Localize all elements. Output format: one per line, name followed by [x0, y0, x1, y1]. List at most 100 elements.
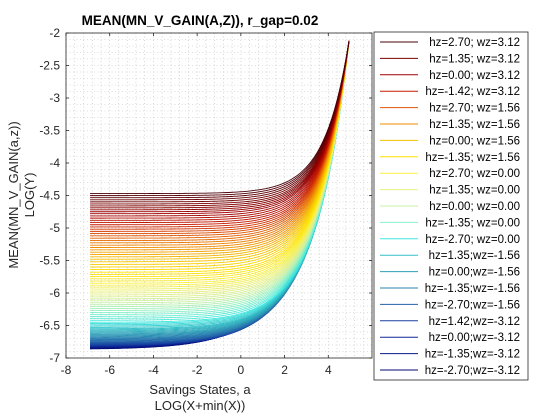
x-tick-label: -4 — [148, 363, 159, 377]
ticks: -8 -6 -4 -2 0 2 4 -7 -6.5 -6 -5.5 -5 -4.5 -4 -3.5 -3 -2.… — [39, 26, 372, 377]
series-fill-line — [90, 40, 350, 282]
series-fill-line — [90, 40, 350, 213]
legend-label: hz=1.35; wz=0.00 — [429, 185, 520, 197]
series-fill-line — [90, 40, 350, 306]
y-tick-label: -4 — [49, 156, 60, 170]
y-tick-label: -3.5 — [39, 124, 60, 138]
series-line — [90, 40, 350, 226]
series-fill-line — [90, 40, 350, 263]
legend-entry: hz=0.00;wz=-3.12 — [380, 332, 520, 344]
series-fill-line — [90, 40, 350, 207]
series-fill-line — [90, 40, 350, 296]
legend-entry: hz=1.35;wz=-1.56 — [380, 250, 520, 262]
y-axis-label-line1: MEAN(MN_V_GAIN(a,z)) — [6, 121, 21, 268]
series-fill-line — [90, 40, 350, 271]
series-fill-line — [90, 40, 350, 251]
series-fill-line — [90, 40, 350, 197]
legend-label: hz=0.00; wz=1.56 — [429, 135, 520, 147]
legend: hz=2.70; wz=3.12 hz=1.35; wz=3.12 hz=0.00;… — [373, 31, 529, 381]
legend-entry: hz=0.00; wz=3.12 — [380, 70, 520, 82]
legend-label: hz=-1.42; wz=3.12 — [425, 86, 520, 98]
series-fill-line — [90, 40, 350, 275]
x-axis-label-line2: LOG(X+min(X)) — [155, 398, 246, 413]
legend-label: hz=0.00;wz=-1.56 — [429, 267, 520, 279]
series-line — [90, 40, 350, 248]
series-line — [90, 40, 350, 205]
legend-label: hz=-2.70; wz=0.00 — [425, 234, 520, 246]
series-fill-line — [90, 40, 350, 230]
y-tick-label: -4.5 — [39, 189, 60, 203]
legend-label: hz=-1.35; wz=1.56 — [425, 152, 520, 164]
legend-entry: hz=-2.70;wz=-1.56 — [380, 299, 520, 311]
legend-label: hz=-1.35;wz=-3.12 — [425, 349, 520, 361]
series-fill-line — [90, 40, 350, 228]
series-fill-line — [90, 40, 350, 286]
legend-entry: hz=2.70; wz=1.56 — [380, 103, 520, 115]
series-fill-line — [90, 40, 350, 199]
y-tick-label: -2 — [49, 26, 60, 40]
legend-label: hz=0.00;wz=-3.12 — [429, 332, 520, 344]
series-fill-line — [90, 40, 350, 253]
legend-entry: hz=-2.70; wz=0.00 — [380, 234, 520, 246]
legend-label: hz=1.35; wz=3.12 — [429, 53, 520, 65]
y-tick-label: -5 — [49, 221, 60, 235]
legend-label: hz=-1.35;wz=-1.56 — [425, 283, 520, 295]
series-fill-line — [90, 40, 350, 290]
series-line — [90, 40, 350, 294]
chart-title: MEAN(MN_V_GAIN(A,Z)), r_gap=0.02 — [82, 13, 319, 28]
series-fill-line — [90, 40, 350, 255]
series-line — [90, 40, 350, 304]
legend-entry: hz=2.70; wz=0.00 — [380, 168, 520, 180]
y-axis-label-line2: LOG(Y) — [22, 173, 37, 218]
x-axis-label-line1: Savings States, a — [149, 382, 251, 397]
legend-entry: hz=0.00; wz=1.56 — [380, 135, 520, 147]
legend-entry: hz=2.70; wz=3.12 — [380, 37, 520, 49]
legend-label: hz=1.35;wz=-1.56 — [429, 250, 520, 262]
series-line — [90, 40, 350, 237]
series-fill-line — [90, 40, 350, 203]
legend-entry: hz=-2.70;wz=-3.12 — [380, 365, 520, 377]
legend-entry: hz=1.42;wz=-3.12 — [380, 316, 520, 328]
series-line — [90, 40, 350, 195]
legend-entry: hz=1.35; wz=3.12 — [380, 53, 520, 65]
series-line — [90, 40, 350, 284]
x-tick-label: 2 — [281, 363, 288, 377]
legend-entry: hz=0.00;wz=-1.56 — [380, 267, 520, 279]
series-fill-line — [90, 40, 350, 268]
legend-label: hz=0.00; wz=3.12 — [429, 70, 520, 82]
legend-entry: hz=-1.35;wz=-3.12 — [380, 349, 520, 361]
plot-area: -8 -6 -4 -2 0 2 4 -7 -6.5 -6 -5.5 -5 -4.5 -4 -3.5 -3 -2.… — [39, 26, 373, 377]
series-fill-line — [90, 40, 350, 219]
series-fill-line — [90, 40, 350, 239]
x-tick-label: -6 — [104, 363, 115, 377]
x-tick-label: -2 — [192, 363, 203, 377]
legend-label: hz=2.70; wz=0.00 — [429, 168, 520, 180]
series-fill-line — [90, 40, 350, 280]
series-fill-line — [90, 40, 350, 209]
series-fill-line — [90, 40, 350, 246]
y-tick-label: -6 — [49, 286, 60, 300]
legend-entry: hz=1.35; wz=1.56 — [380, 119, 520, 131]
y-tick-label: -2.5 — [39, 59, 60, 73]
series-lines — [90, 40, 350, 350]
y-tick-label: -5.5 — [39, 254, 60, 268]
series-fill-line — [90, 40, 350, 223]
legend-entry: hz=1.35; wz=0.00 — [380, 185, 520, 197]
legend-label: hz=-1.35; wz=0.00 — [425, 217, 520, 229]
series-line — [90, 40, 350, 273]
series-fill-line — [90, 40, 350, 292]
series-fill-line — [90, 40, 350, 244]
series-fill-line — [90, 40, 350, 241]
x-tick-label: 4 — [325, 363, 332, 377]
legend-label: hz=-2.70;wz=-3.12 — [425, 365, 520, 377]
legend-label: hz=0.00; wz=0.00 — [429, 201, 520, 213]
series-fill-line — [90, 40, 350, 302]
series-fill-line — [90, 40, 350, 235]
series-fill-line — [90, 40, 350, 232]
series-fill-line — [90, 40, 350, 217]
legend-entry: hz=0.00; wz=0.00 — [380, 201, 520, 213]
legend-label: hz=2.70; wz=1.56 — [429, 103, 520, 115]
legend-label: hz=2.70; wz=3.12 — [429, 37, 520, 49]
series-fill-line — [90, 40, 350, 258]
